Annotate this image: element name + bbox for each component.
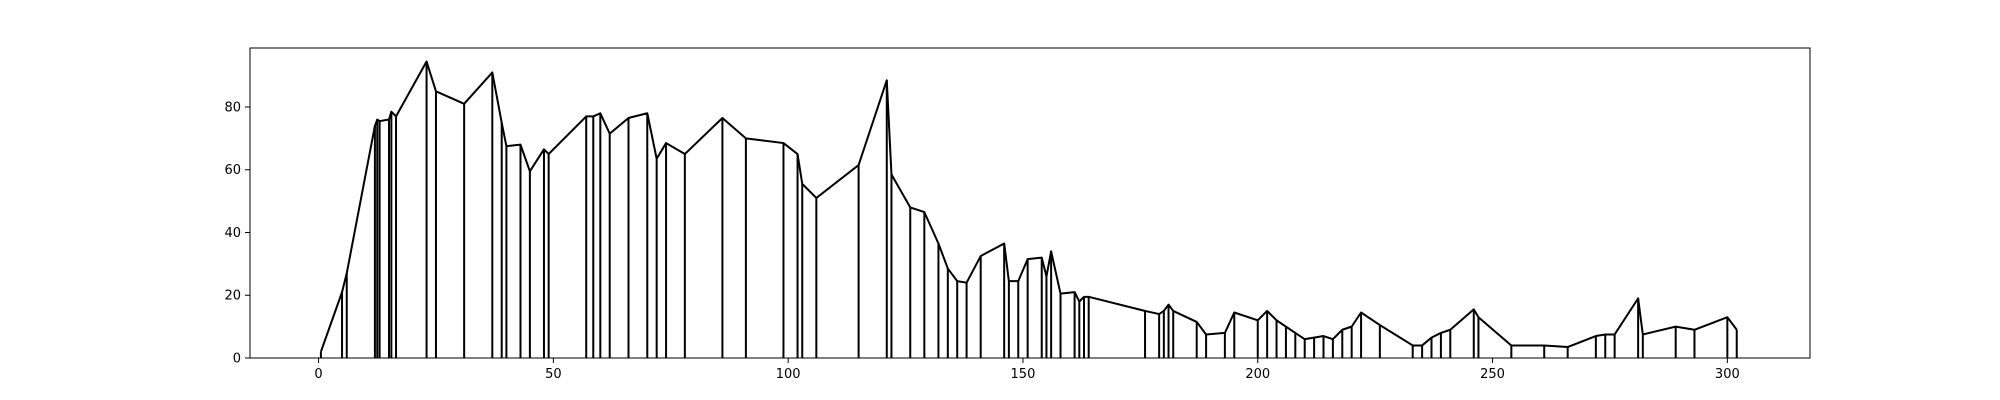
x-tick-label: 200 [1245,367,1270,382]
x-tick-label: 300 [1715,367,1740,382]
y-tick-label: 20 [224,289,241,304]
y-tick-label: 0 [233,352,241,367]
x-tick-label: 100 [776,367,801,382]
x-tick-label: 50 [545,367,562,382]
series-line [319,60,1738,353]
x-tick-label: 150 [1011,367,1036,382]
y-tick-label: 40 [224,226,241,241]
plot-area-frame [249,47,1811,359]
y-axis: 0 20 40 60 80 [224,100,250,367]
x-axis: 0 50 100 150 200 250 300 [314,358,1740,382]
y-tick-label: 60 [224,163,241,178]
x-tick-label: 250 [1480,367,1505,382]
x-tick-label: 0 [314,367,322,382]
drop-lines [319,61,1738,358]
y-tick-label: 80 [224,100,241,115]
